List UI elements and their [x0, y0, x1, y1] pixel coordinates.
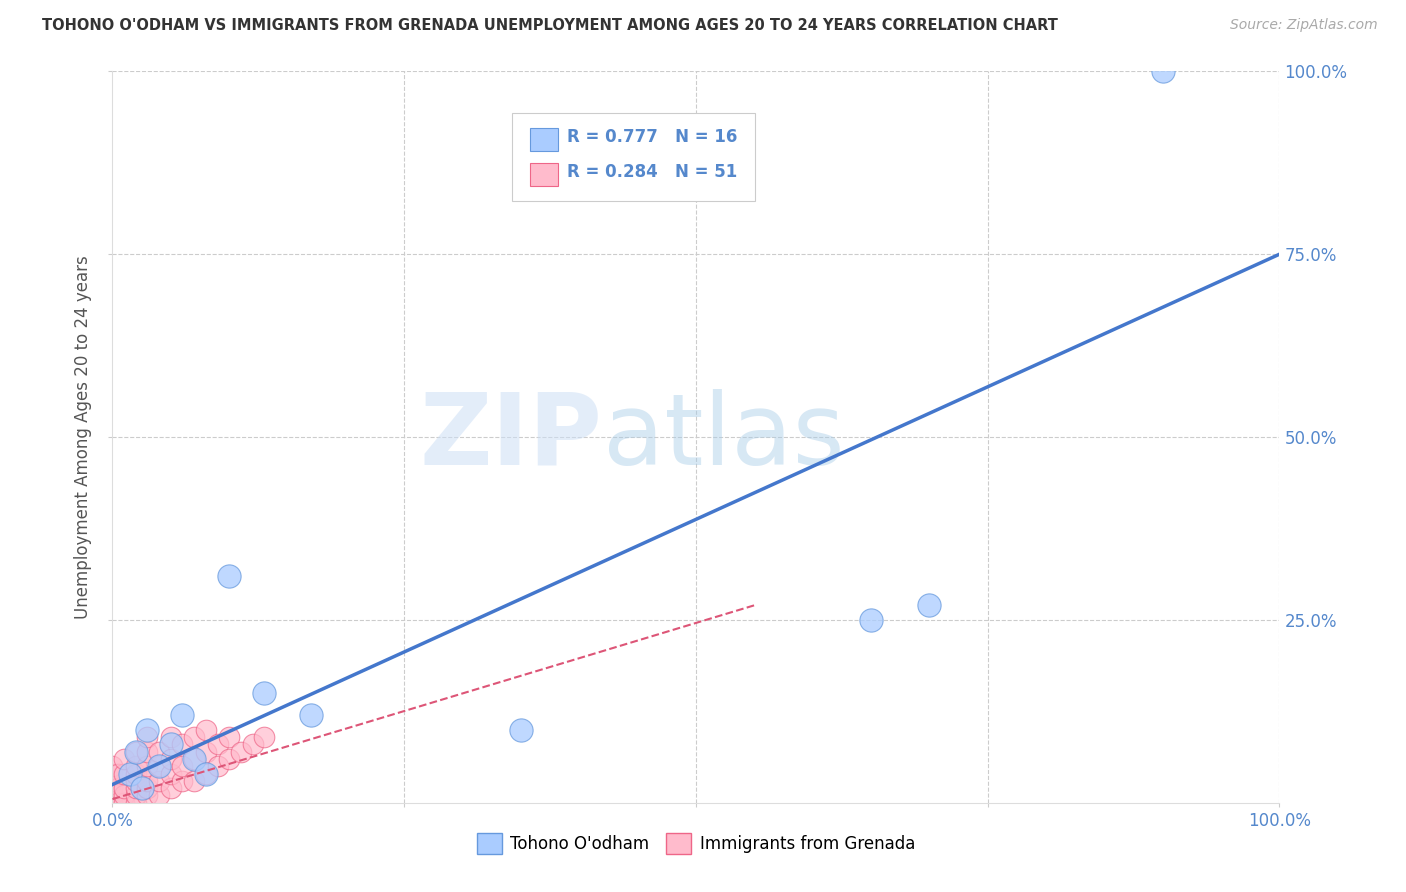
Point — [160, 766, 183, 780]
Point — [101, 759, 124, 773]
Point — [148, 759, 170, 773]
Point — [136, 730, 159, 744]
Point — [194, 745, 217, 759]
Point — [136, 773, 159, 788]
Point — [160, 737, 183, 751]
Text: atlas: atlas — [603, 389, 844, 485]
Point — [218, 569, 240, 583]
Point — [299, 708, 322, 723]
Point — [918, 599, 941, 613]
Point — [160, 781, 183, 796]
Point — [218, 730, 240, 744]
Point — [194, 766, 217, 780]
Point — [125, 789, 148, 803]
Text: TOHONO O'ODHAM VS IMMIGRANTS FROM GRENADA UNEMPLOYMENT AMONG AGES 20 TO 24 YEARS: TOHONO O'ODHAM VS IMMIGRANTS FROM GRENAD… — [42, 18, 1059, 33]
Point — [125, 745, 148, 759]
Point — [136, 723, 159, 737]
Point — [125, 781, 148, 796]
Point — [101, 796, 124, 810]
Point — [218, 752, 240, 766]
Point — [194, 723, 217, 737]
Point — [172, 708, 194, 723]
Point — [172, 759, 194, 773]
Point — [107, 796, 129, 810]
Point — [172, 773, 194, 788]
Point — [136, 781, 159, 796]
Point — [131, 781, 153, 796]
Point — [148, 773, 170, 788]
Point — [160, 752, 183, 766]
Point — [148, 745, 170, 759]
Point — [107, 766, 129, 780]
Point — [160, 730, 183, 744]
Text: R = 0.284   N = 51: R = 0.284 N = 51 — [567, 163, 737, 181]
Point — [118, 766, 141, 780]
Text: ZIP: ZIP — [420, 389, 603, 485]
Point — [125, 773, 148, 788]
Y-axis label: Unemployment Among Ages 20 to 24 years: Unemployment Among Ages 20 to 24 years — [75, 255, 93, 619]
Point — [112, 752, 135, 766]
Point — [136, 745, 159, 759]
Point — [253, 686, 276, 700]
Legend: Tohono O'odham, Immigrants from Grenada: Tohono O'odham, Immigrants from Grenada — [471, 827, 921, 860]
Point — [253, 730, 276, 744]
Point — [172, 737, 194, 751]
Point — [136, 789, 159, 803]
Point — [101, 789, 124, 803]
Point — [112, 789, 135, 803]
Point — [207, 759, 229, 773]
Point — [101, 781, 124, 796]
Point — [125, 745, 148, 759]
Point — [112, 796, 135, 810]
Point — [112, 781, 135, 796]
Point — [112, 766, 135, 780]
Point — [229, 745, 252, 759]
Point — [125, 759, 148, 773]
Point — [183, 752, 205, 766]
Point — [194, 766, 217, 780]
Point — [183, 773, 205, 788]
Point — [107, 781, 129, 796]
Point — [136, 759, 159, 773]
Point — [1152, 64, 1174, 78]
Point — [101, 766, 124, 780]
Point — [148, 789, 170, 803]
Point — [242, 737, 264, 751]
Point — [125, 766, 148, 780]
Point — [207, 737, 229, 751]
Point — [860, 613, 883, 627]
Point — [148, 759, 170, 773]
Point — [125, 796, 148, 810]
Point — [183, 730, 205, 744]
Point — [183, 752, 205, 766]
Point — [101, 773, 124, 788]
Point — [509, 723, 531, 737]
Text: R = 0.777   N = 16: R = 0.777 N = 16 — [567, 128, 737, 146]
Text: Source: ZipAtlas.com: Source: ZipAtlas.com — [1230, 18, 1378, 32]
